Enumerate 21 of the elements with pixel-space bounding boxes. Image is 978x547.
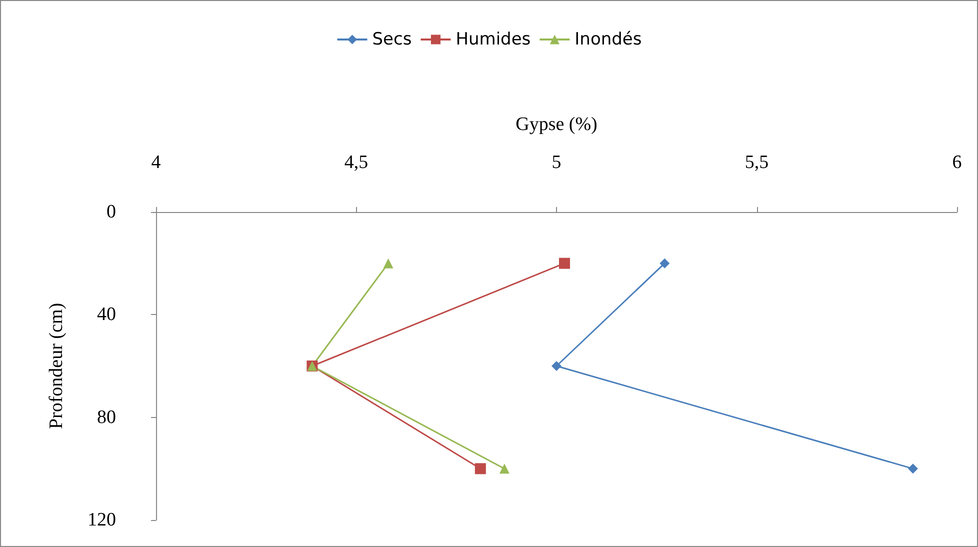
point xyxy=(660,258,670,268)
point xyxy=(552,361,562,371)
legend-label: Humides xyxy=(456,30,531,50)
y-tick-label: 0 xyxy=(106,202,116,222)
x-tick-label: 4 xyxy=(151,152,162,173)
point xyxy=(559,258,570,269)
point xyxy=(499,464,510,474)
x-tick-label: 5 xyxy=(552,152,562,173)
x-axis-title: Gypse (%) xyxy=(516,114,598,135)
y-tick-label: 40 xyxy=(97,304,116,326)
x-tick-label: 6 xyxy=(952,152,962,173)
x-tick-label: 4,5 xyxy=(344,152,368,173)
legend-label: Inondés xyxy=(574,30,642,50)
point xyxy=(474,463,486,474)
x-tick-label: 5,5 xyxy=(744,152,769,173)
y-axis-title: Profondeur (cm) xyxy=(46,302,67,430)
point xyxy=(383,258,394,268)
y-tick-label: 120 xyxy=(88,510,116,530)
legend-label: Secs xyxy=(372,30,412,50)
point xyxy=(908,464,918,474)
y-tick-label: 80 xyxy=(97,406,116,428)
